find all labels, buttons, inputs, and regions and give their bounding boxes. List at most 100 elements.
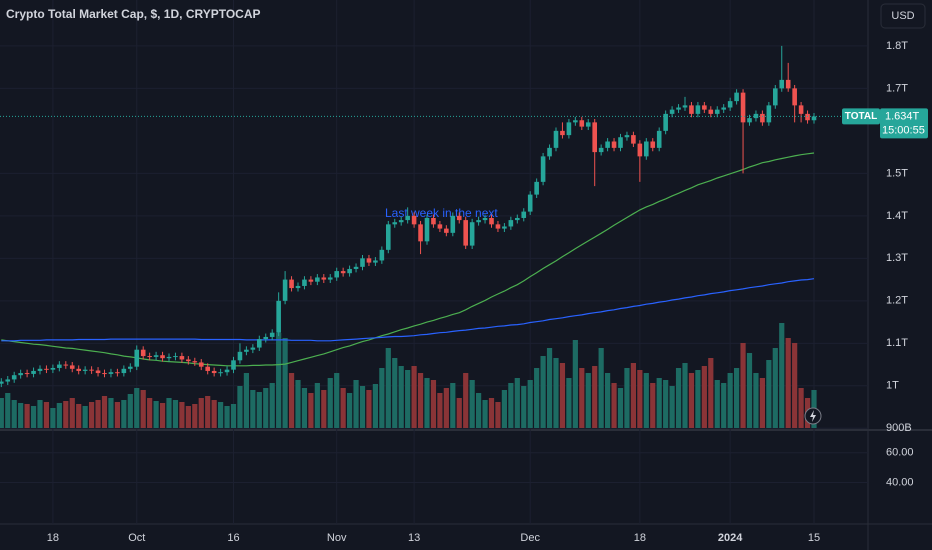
candle-body — [605, 141, 610, 148]
volume-bar — [521, 386, 527, 428]
volume-bar — [50, 408, 56, 428]
volume-bar — [611, 383, 617, 428]
candle-body — [315, 277, 320, 282]
volume-bar — [734, 368, 740, 428]
volume-bar — [559, 363, 566, 428]
candle-body — [31, 370, 36, 374]
price-tag-label: TOTAL — [845, 111, 877, 122]
volume-bar — [411, 366, 417, 428]
volume-bar — [56, 403, 62, 428]
candle-body — [347, 268, 352, 274]
candle-body — [547, 147, 552, 157]
currency[interactable]: USD — [891, 10, 914, 22]
candle-body — [405, 215, 410, 221]
volume-bar — [482, 400, 488, 428]
plot: 900B 1T 1.1T 1.2T 1.3T 1.4T 1.5T 1.7T 1.8T 40.00 6… — [0, 0, 914, 544]
volume-bar — [392, 358, 398, 428]
candle-body — [502, 226, 507, 229]
x-tick-label: Nov — [327, 532, 347, 544]
candle-body — [469, 222, 475, 246]
volume-bar — [295, 380, 301, 428]
volume-bar — [476, 393, 482, 428]
volume-bar — [695, 370, 701, 428]
candle-body — [179, 356, 185, 360]
volume-bar — [437, 393, 443, 428]
candle-body — [644, 141, 649, 157]
volume-bar — [540, 356, 546, 428]
volume-bar — [211, 400, 217, 428]
volume-bar — [759, 378, 765, 428]
candle-body — [437, 224, 443, 229]
volume-bar — [95, 400, 101, 428]
volume-bar — [263, 388, 269, 428]
candle-body — [95, 370, 101, 374]
volume-bar — [450, 383, 456, 428]
candle-body — [289, 279, 294, 289]
candle-body — [37, 368, 43, 371]
candle-body — [102, 373, 107, 375]
candle-body — [682, 105, 688, 108]
volume-bar — [359, 386, 366, 428]
volume-bar — [159, 403, 166, 428]
candle-body — [708, 109, 714, 114]
candle-body — [166, 356, 172, 359]
volume-bar — [501, 390, 507, 428]
candle-body — [618, 137, 623, 148]
candle-body — [792, 88, 797, 106]
candle-body — [450, 215, 456, 233]
candle-body — [637, 143, 643, 157]
candle-body — [585, 122, 591, 127]
candle-body — [334, 271, 339, 278]
volume-bar — [514, 378, 520, 428]
candle-body — [276, 300, 281, 333]
volume-bar — [637, 370, 643, 428]
volume-bar — [301, 388, 308, 428]
candle-body — [192, 361, 198, 363]
volume-bar — [147, 398, 153, 428]
candle-body — [579, 120, 585, 127]
volume-bar — [772, 348, 778, 428]
countdown: 15:00:55 — [882, 124, 925, 136]
volume-bar — [372, 384, 378, 428]
candle-body — [398, 220, 404, 223]
candle-body — [779, 79, 785, 89]
candle-body — [263, 336, 269, 340]
volume-bar — [792, 343, 798, 428]
volume-bar — [714, 380, 720, 428]
volume-bar — [224, 406, 230, 428]
y-tick-label: 1.7T — [886, 82, 908, 94]
candle-body — [360, 258, 365, 267]
currency-button[interactable] — [880, 3, 926, 29]
volume-bar — [18, 403, 24, 428]
volume-bar — [63, 401, 69, 428]
candle-body — [282, 279, 288, 301]
volume-bar — [430, 380, 437, 428]
candle-body — [727, 101, 733, 108]
candle-body — [676, 107, 681, 110]
candle-body — [508, 220, 514, 227]
volume-bar — [43, 402, 50, 428]
candle-body — [669, 109, 675, 114]
volume-bar — [405, 370, 411, 428]
volume-bar — [398, 366, 404, 428]
candle-body — [631, 135, 636, 144]
volume-bar — [624, 368, 630, 428]
lightning — [810, 410, 816, 422]
volume-bar — [630, 363, 636, 428]
candle-body — [18, 373, 23, 376]
lower-tick-label: 60.00 — [886, 447, 914, 459]
volume-bar — [643, 373, 649, 428]
y-tick-label: 1.4T — [886, 210, 908, 222]
candle-body — [766, 105, 772, 123]
annotation: Last week in the next — [385, 206, 498, 220]
x-tick-label: 16 — [227, 532, 239, 544]
candle-body — [489, 217, 494, 225]
candle-body — [540, 156, 546, 182]
candle-body — [134, 349, 140, 367]
candle-body — [663, 113, 668, 131]
candle-body — [44, 368, 49, 370]
volume-bar — [508, 383, 514, 428]
